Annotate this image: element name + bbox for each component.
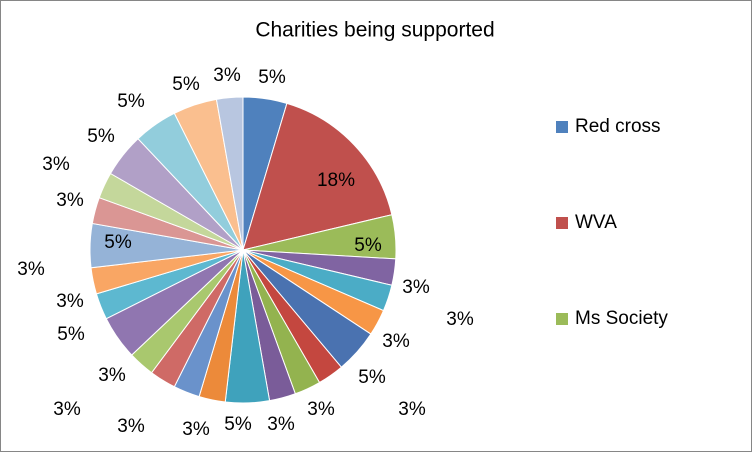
legend-swatch (556, 313, 568, 325)
data-label: 5% (117, 91, 145, 112)
chart-title: Charities being supported (255, 19, 494, 42)
legend-swatch (556, 217, 568, 229)
pie-slice (242, 102, 393, 251)
legend-label: Ms Society (575, 308, 668, 329)
data-label: 3% (213, 65, 241, 86)
data-label: 5% (358, 367, 386, 388)
data-label: 3% (53, 399, 81, 420)
data-label: 3% (182, 419, 210, 440)
legend-swatch (556, 121, 568, 133)
data-label: 3% (446, 309, 474, 330)
data-label: 5% (104, 232, 132, 253)
data-label: 5% (172, 74, 200, 95)
data-label: 5% (224, 414, 252, 435)
data-label: 5% (57, 324, 85, 345)
data-label: 3% (402, 277, 430, 298)
data-label: 3% (117, 416, 145, 437)
data-label: 3% (98, 365, 126, 386)
data-label: 3% (398, 399, 426, 420)
legend-label: Red cross (575, 116, 661, 137)
data-label: 5% (87, 126, 115, 147)
data-label: 3% (382, 331, 410, 352)
data-label: 3% (56, 291, 84, 312)
data-label: 5% (354, 235, 382, 256)
pie-slice (215, 96, 244, 251)
data-label: 5% (258, 67, 286, 88)
data-label: 3% (56, 190, 84, 211)
legend-label: WVA (575, 212, 617, 233)
data-label: 3% (42, 154, 70, 175)
data-label: 3% (267, 414, 295, 435)
data-label: 18% (317, 170, 355, 191)
data-label: 3% (17, 259, 45, 280)
data-label: 3% (307, 399, 335, 420)
